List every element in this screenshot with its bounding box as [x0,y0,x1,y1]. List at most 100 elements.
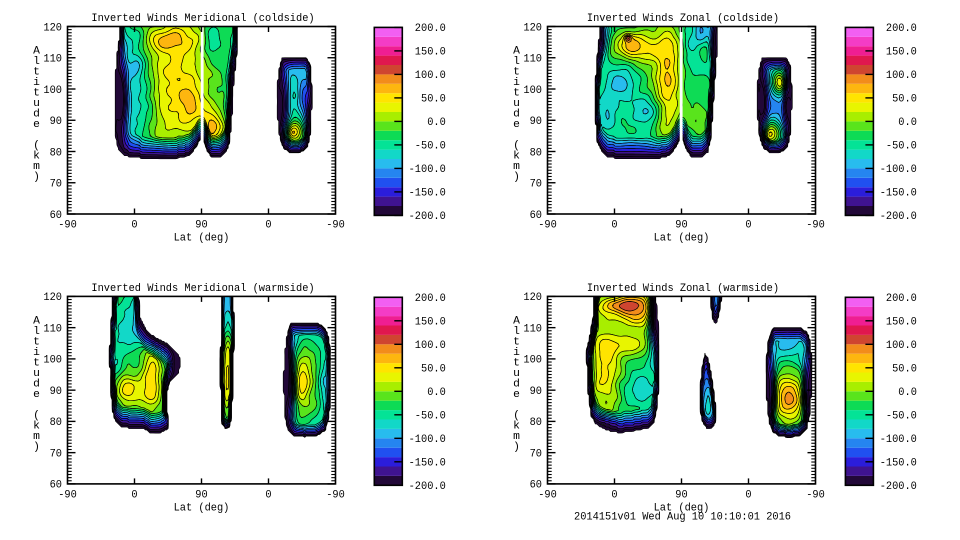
svg-text:-90: -90 [806,220,825,232]
svg-text:-50.0: -50.0 [886,141,917,153]
svg-text:i: i [513,347,520,359]
svg-text:Lat (deg): Lat (deg) [174,502,230,514]
svg-text:Inverted Winds Meridional (col: Inverted Winds Meridional (coldside) [91,13,314,25]
svg-text:-150.0: -150.0 [409,188,446,200]
svg-text:A: A [33,46,40,58]
svg-text:e: e [33,119,40,131]
svg-text:t: t [513,337,520,349]
svg-text:0.0: 0.0 [898,117,917,129]
svg-text:-150.0: -150.0 [880,188,917,200]
svg-text:e: e [513,119,520,131]
svg-text:100: 100 [43,85,62,97]
svg-text:0: 0 [131,220,137,232]
svg-text:-200.0: -200.0 [409,211,446,223]
svg-text:90: 90 [530,386,542,398]
svg-text:90: 90 [530,116,542,128]
svg-text:l: l [33,326,40,338]
svg-text:110: 110 [523,323,542,335]
svg-text:50.0: 50.0 [421,364,446,376]
svg-text:Lat (deg): Lat (deg) [654,502,710,514]
svg-text:100: 100 [523,85,542,97]
svg-text:Lat (deg): Lat (deg) [174,233,230,245]
svg-text:90: 90 [195,220,207,232]
svg-text:-150.0: -150.0 [880,458,917,470]
svg-text:80: 80 [50,147,62,159]
svg-text:-90: -90 [538,489,557,501]
svg-text:m: m [33,431,40,443]
svg-text:i: i [33,347,40,359]
svg-text:70: 70 [530,179,542,191]
svg-text:A: A [33,316,40,328]
svg-text:80: 80 [50,417,62,429]
svg-text:-200.0: -200.0 [409,481,446,493]
svg-text:0: 0 [745,220,751,232]
svg-text:100.0: 100.0 [415,70,446,82]
svg-text:u: u [33,368,40,380]
svg-text:110: 110 [43,54,62,66]
svg-text:110: 110 [523,54,542,66]
svg-text:t: t [33,358,40,370]
svg-text:50.0: 50.0 [421,94,446,106]
svg-text:Lat (deg): Lat (deg) [654,233,710,245]
svg-text:-50.0: -50.0 [415,411,446,423]
svg-text:0.0: 0.0 [427,387,446,399]
svg-text:120: 120 [523,292,542,304]
svg-text:): ) [513,172,520,184]
svg-text:): ) [513,442,520,454]
svg-text:70: 70 [50,448,62,460]
svg-text:Inverted Winds Meridional (war: Inverted Winds Meridional (warmside) [91,283,314,295]
svg-text:l: l [33,56,40,68]
svg-text:m: m [513,431,520,443]
svg-text:t: t [513,358,520,370]
svg-text:90: 90 [50,386,62,398]
svg-text:u: u [33,98,40,110]
svg-text:A: A [513,316,520,328]
svg-text:0: 0 [265,489,271,501]
svg-text:0: 0 [611,220,617,232]
svg-text:0.0: 0.0 [898,387,917,399]
svg-text:90: 90 [195,489,207,501]
svg-text:200.0: 200.0 [886,23,917,35]
svg-text:70: 70 [530,448,542,460]
svg-text:60: 60 [530,480,542,492]
svg-text:l: l [513,56,520,68]
svg-text:): ) [33,442,40,454]
svg-text:-100.0: -100.0 [409,164,446,176]
svg-text:80: 80 [530,417,542,429]
svg-text:t: t [513,67,520,79]
svg-text:Inverted Winds Zonal (coldside: Inverted Winds Zonal (coldside) [587,13,779,25]
svg-text:-90: -90 [58,489,77,501]
svg-text:150.0: 150.0 [886,317,917,329]
svg-text:(: ( [33,410,40,422]
svg-text:i: i [33,77,40,89]
svg-text:-90: -90 [326,489,345,501]
svg-text:u: u [513,98,520,110]
svg-text:60: 60 [530,210,542,222]
svg-text:t: t [33,67,40,79]
svg-text:120: 120 [43,22,62,34]
svg-text:-200.0: -200.0 [880,211,917,223]
svg-text:-90: -90 [806,489,825,501]
svg-text:l: l [513,326,520,338]
svg-text:-90: -90 [326,220,345,232]
svg-text:k: k [513,151,520,163]
svg-text:): ) [33,172,40,184]
svg-text:50.0: 50.0 [892,94,917,106]
svg-text:e: e [513,389,520,401]
svg-text:-100.0: -100.0 [409,434,446,446]
svg-text:90: 90 [675,220,687,232]
svg-text:150.0: 150.0 [415,317,446,329]
svg-text:u: u [513,368,520,380]
svg-text:d: d [513,379,520,391]
svg-text:t: t [33,88,40,100]
svg-text:k: k [513,421,520,433]
svg-text:(: ( [33,140,40,152]
svg-text:120: 120 [43,292,62,304]
svg-text:100.0: 100.0 [415,340,446,352]
svg-text:120: 120 [523,22,542,34]
svg-text:100.0: 100.0 [886,340,917,352]
svg-text:100.0: 100.0 [886,70,917,82]
svg-text:-90: -90 [58,220,77,232]
svg-text:(: ( [513,410,520,422]
svg-text:-50.0: -50.0 [886,411,917,423]
